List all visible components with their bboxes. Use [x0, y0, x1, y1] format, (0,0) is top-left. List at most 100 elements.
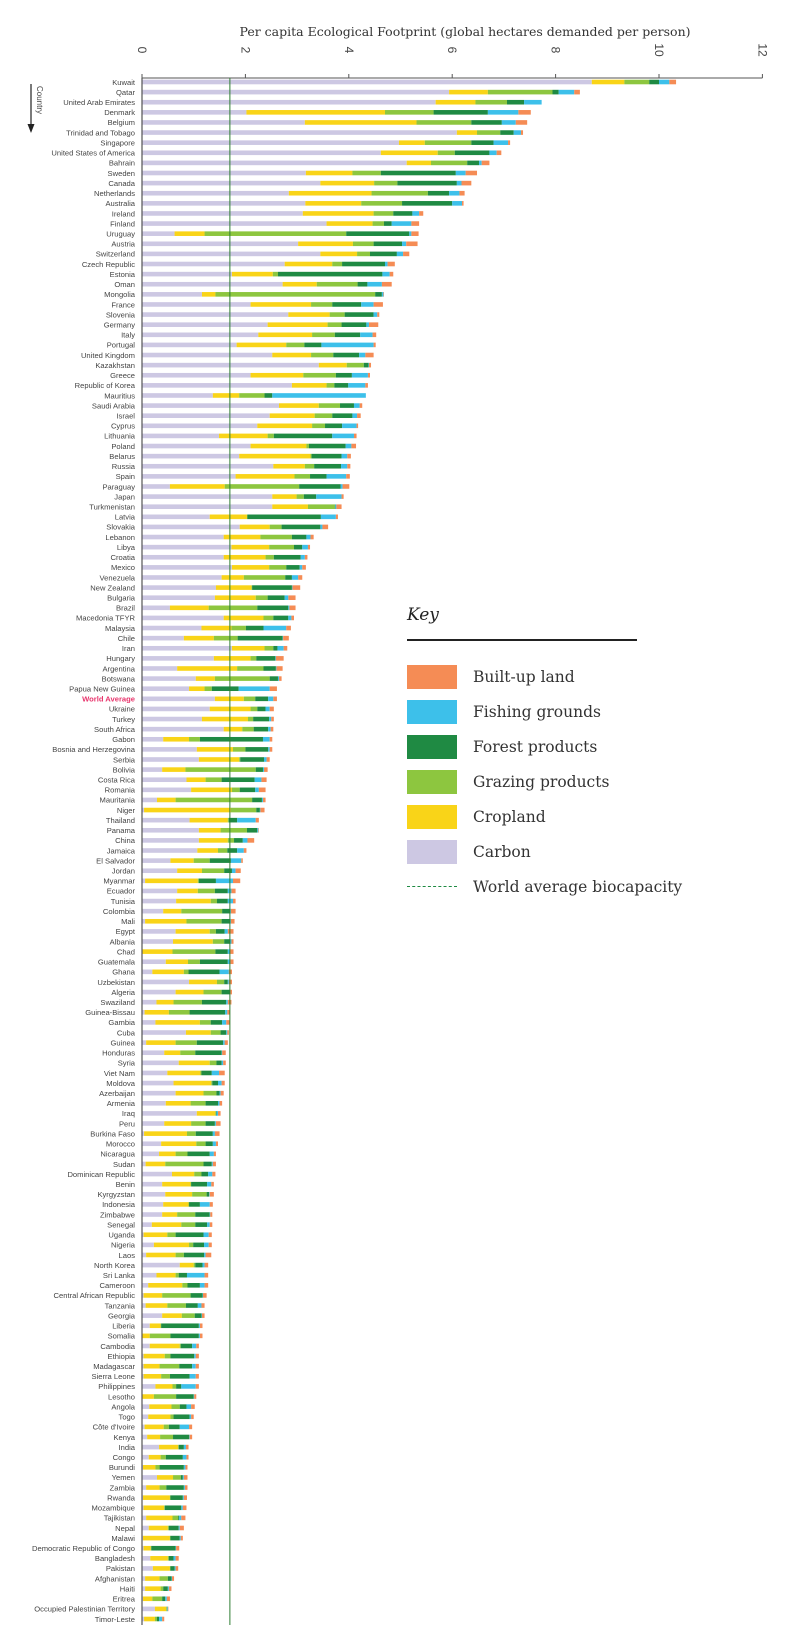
- bar-segment-cropland: [214, 595, 256, 601]
- bar-row: [142, 322, 379, 327]
- bar-segment-built-up-land: [219, 1070, 225, 1076]
- bar-segment-built-up-land: [289, 605, 296, 611]
- bar-segment-cropland: [298, 241, 353, 247]
- bar-segment-carbon: [142, 1050, 165, 1056]
- country-label: United Kingdom: [81, 351, 135, 360]
- bar-segment-fishing-grounds: [368, 362, 369, 368]
- bar-segment-cropland: [191, 787, 232, 793]
- bar-segment-cropland: [148, 1283, 183, 1288]
- bar-segment-grazing-products: [177, 1212, 196, 1217]
- bar-row: [142, 858, 243, 863]
- bar-segment-forest-products: [170, 1333, 199, 1339]
- bar-segment-cropland: [156, 999, 174, 1005]
- bar-segment-grazing-products: [159, 1363, 180, 1369]
- bar-segment-forest-products: [454, 150, 490, 156]
- legend: Key Built-up land Fishing grounds Forest…: [407, 605, 697, 904]
- bar-segment-cropland: [318, 362, 347, 368]
- bar-segment-cropland: [155, 1384, 173, 1389]
- bar-segment-built-up-land: [166, 1596, 170, 1602]
- x-tick-label: 12: [755, 43, 769, 57]
- bar-segment-cropland: [231, 544, 270, 550]
- bar-segment-forest-products: [216, 1090, 220, 1096]
- bar-segment-built-up-land: [286, 625, 291, 631]
- bar-segment-carbon: [142, 534, 224, 540]
- bar-segment-carbon: [142, 787, 192, 793]
- country-label: Tanzania: [105, 1301, 136, 1310]
- bar-segment-forest-products: [237, 635, 283, 641]
- bar-segment-forest-products: [199, 736, 263, 742]
- bar-segment-fishing-grounds: [230, 858, 242, 863]
- bar-segment-built-up-land: [209, 1202, 213, 1207]
- bar-segment-carbon: [142, 656, 214, 661]
- bar-row: [142, 787, 266, 793]
- bar-row: [142, 1495, 187, 1500]
- bar-segment-grazing-products: [193, 858, 210, 863]
- country-label: Cyprus: [111, 422, 135, 431]
- bar-segment-carbon: [142, 858, 171, 863]
- bar-segment-carbon: [142, 352, 273, 358]
- bar-segment-grazing-products: [312, 332, 335, 338]
- bar-segment-carbon: [142, 1222, 152, 1227]
- bar-segment-fishing-grounds: [306, 534, 311, 540]
- bar-segment-cropland: [177, 888, 198, 894]
- country-label: Tajikistan: [104, 1514, 135, 1523]
- bar-segment-fishing-grounds: [263, 625, 287, 631]
- country-label: Zambia: [110, 1483, 136, 1492]
- x-tick-label: 2: [238, 47, 252, 54]
- country-label: Ukraine: [109, 705, 135, 714]
- bar-segment-grazing-products: [186, 918, 222, 924]
- bar-segment-fishing-grounds: [167, 1586, 169, 1591]
- bar-segment-cropland: [406, 160, 432, 166]
- bar-segment-carbon: [142, 1586, 146, 1591]
- bar-segment-cropland: [305, 170, 353, 176]
- bar-segment-cropland: [165, 959, 189, 965]
- bar-segment-grazing-products: [230, 807, 257, 813]
- country-label: Mali: [121, 917, 135, 926]
- bar-segment-cropland: [146, 1040, 176, 1045]
- bar-row: [142, 575, 303, 580]
- bar-segment-fishing-grounds: [183, 1485, 185, 1490]
- bar-segment-grazing-products: [208, 605, 258, 611]
- bar-segment-cropland: [151, 1222, 182, 1227]
- bar-segment-fishing-grounds: [261, 797, 263, 803]
- country-label: Algeria: [111, 988, 135, 997]
- bar-segment-grazing-products: [311, 302, 333, 307]
- bar-segment-built-up-land: [167, 1606, 169, 1612]
- bar-segment-cropland: [163, 1202, 189, 1207]
- bar-segment-grazing-products: [326, 383, 335, 388]
- country-label: Croatia: [111, 553, 136, 562]
- legend-title: Key: [407, 605, 439, 625]
- bar-segment-grazing-products: [205, 777, 222, 783]
- bar-segment-carbon: [142, 160, 407, 166]
- bar-row: [142, 929, 234, 934]
- bar-segment-forest-products: [205, 1121, 215, 1126]
- bar-segment-carbon: [142, 1616, 145, 1622]
- bar-segment-fishing-grounds: [221, 1050, 223, 1056]
- bar-segment-grazing-products: [149, 1333, 171, 1339]
- bar-row: [142, 281, 392, 287]
- bar-row: [142, 1181, 214, 1187]
- bar-segment-forest-products: [173, 1434, 190, 1440]
- bar-segment-fishing-grounds: [182, 1454, 187, 1460]
- bar-segment-cropland: [223, 615, 264, 621]
- bar-segment-cropland: [267, 322, 328, 327]
- bar-segment-grazing-products: [263, 615, 274, 621]
- country-label: Moldova: [106, 1079, 135, 1088]
- bar-segment-grazing-products: [310, 453, 312, 459]
- bar-segment-built-up-land: [269, 686, 277, 692]
- bar-segment-fishing-grounds: [231, 868, 236, 874]
- bar-segment-built-up-land: [270, 726, 274, 732]
- bar-segment-cropland: [235, 474, 295, 479]
- bar-segment-cropland: [176, 898, 211, 904]
- bar-row: [142, 1586, 172, 1591]
- country-label: Afghanistan: [95, 1574, 135, 1583]
- legend-item-built-up-land: Built-up land: [407, 659, 697, 694]
- bar-segment-cropland: [239, 453, 311, 459]
- bar-segment-fishing-grounds: [558, 89, 575, 95]
- bar-segment-fishing-grounds: [382, 271, 390, 277]
- bar-segment-carbon: [142, 1252, 147, 1258]
- legend-swatch: [407, 699, 457, 724]
- bar-segment-carbon: [142, 393, 213, 398]
- bar-segment-grazing-products: [286, 342, 305, 348]
- bar-segment-forest-products: [333, 352, 360, 358]
